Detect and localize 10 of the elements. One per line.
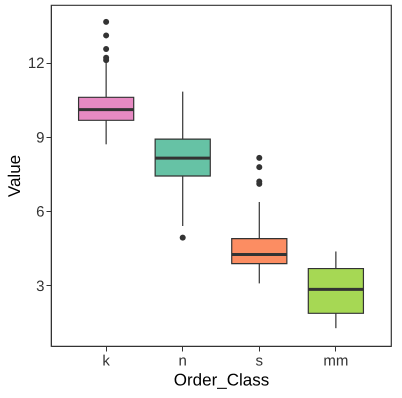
- y-tick-label: 6: [36, 204, 44, 221]
- y-tick-label: 9: [36, 129, 44, 146]
- y-tick-label: 12: [28, 55, 44, 72]
- x-tick-label: n: [178, 352, 187, 370]
- x-axis-title: Order_Class: [174, 370, 270, 390]
- x-tick-label: s: [256, 352, 264, 370]
- x-tick-label: mm: [323, 352, 348, 370]
- y-axis-title: Value: [4, 154, 24, 198]
- x-tick-label: k: [102, 352, 110, 370]
- y-tick-label: 3: [36, 278, 44, 295]
